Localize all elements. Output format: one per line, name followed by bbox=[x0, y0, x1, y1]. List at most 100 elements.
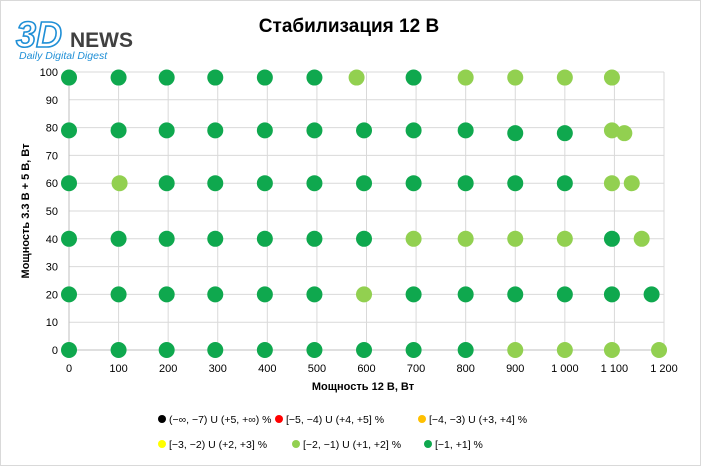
data-point bbox=[603, 69, 620, 86]
x-tick-label: 500 bbox=[308, 363, 326, 375]
data-point bbox=[457, 342, 474, 358]
data-point bbox=[603, 230, 620, 247]
data-point bbox=[256, 69, 273, 86]
data-point bbox=[556, 286, 573, 303]
x-tick-label: 900 bbox=[506, 363, 524, 375]
data-point bbox=[158, 69, 175, 86]
data-point bbox=[643, 286, 660, 303]
data-point bbox=[507, 69, 524, 86]
data-point bbox=[256, 230, 273, 247]
legend-marker bbox=[275, 415, 283, 423]
data-point bbox=[207, 286, 224, 303]
logo-3d: 3D bbox=[16, 14, 62, 55]
y-tick-label: 80 bbox=[46, 123, 58, 135]
data-point bbox=[603, 122, 620, 139]
data-point bbox=[356, 230, 373, 247]
data-point bbox=[256, 122, 273, 139]
data-point bbox=[623, 175, 640, 192]
data-point bbox=[633, 230, 650, 247]
data-point bbox=[651, 342, 668, 358]
data-point bbox=[207, 175, 224, 192]
legend-label: [−5, −4) U (+4, +5] % bbox=[286, 414, 384, 426]
y-tick-label: 70 bbox=[46, 150, 58, 162]
legend-label: [−3, −2) U (+2, +3] % bbox=[169, 439, 267, 451]
data-point bbox=[507, 286, 524, 303]
tick-labels: 0 10 20 30 40 50 60 70 80 90 100 0 100 200 300 400 500 60… bbox=[40, 67, 678, 375]
y-tick-label: 100 bbox=[40, 67, 58, 79]
x-axis-label: Мощность 12 В, Вт bbox=[312, 381, 415, 393]
data-point bbox=[507, 125, 524, 142]
data-point bbox=[158, 175, 175, 192]
data-point bbox=[256, 286, 273, 303]
data-point bbox=[110, 230, 127, 247]
data-point bbox=[158, 342, 175, 358]
data-point bbox=[405, 122, 422, 139]
data-point bbox=[256, 175, 273, 192]
logo-news: NEWS bbox=[70, 29, 133, 52]
data-point bbox=[256, 342, 273, 358]
data-point bbox=[61, 122, 77, 139]
data-point bbox=[556, 125, 573, 142]
data-point bbox=[158, 230, 175, 247]
data-point bbox=[207, 69, 224, 86]
data-point bbox=[61, 69, 77, 86]
data-point bbox=[457, 175, 474, 192]
data-point bbox=[616, 125, 633, 142]
legend-marker bbox=[292, 440, 300, 448]
chart-title: Стабилизация 12 В bbox=[259, 16, 439, 37]
y-tick-label: 50 bbox=[46, 206, 58, 218]
data-point bbox=[61, 230, 77, 247]
data-point bbox=[110, 69, 127, 86]
data-point bbox=[507, 342, 524, 358]
legend: (−∞, −7) U (+5, +∞) % [−5, −4) U (+4, +5]… bbox=[158, 414, 527, 451]
data-point bbox=[556, 342, 573, 358]
grid-layer bbox=[68, 71, 665, 351]
data-points bbox=[61, 69, 668, 358]
data-point bbox=[306, 230, 323, 247]
x-tick-label: 400 bbox=[258, 363, 276, 375]
data-point bbox=[603, 286, 620, 303]
x-tick-label: 600 bbox=[357, 363, 375, 375]
data-point bbox=[603, 175, 620, 192]
legend-marker bbox=[158, 440, 166, 448]
y-tick-label: 0 bbox=[52, 345, 58, 357]
data-point bbox=[61, 175, 77, 192]
legend-label: (−∞, −7) U (+5, +∞) % bbox=[169, 414, 272, 426]
data-point bbox=[405, 342, 422, 358]
data-point bbox=[405, 69, 422, 86]
legend-label: [−1, +1] % bbox=[435, 439, 483, 451]
x-tick-label: 200 bbox=[159, 363, 177, 375]
data-point bbox=[348, 69, 365, 86]
data-point bbox=[405, 175, 422, 192]
data-point bbox=[110, 342, 127, 358]
x-tick-label: 800 bbox=[456, 363, 474, 375]
data-point bbox=[457, 286, 474, 303]
data-point bbox=[207, 342, 224, 358]
data-point bbox=[507, 230, 524, 247]
y-tick-label: 90 bbox=[46, 95, 58, 107]
data-point bbox=[61, 286, 77, 303]
x-tick-label: 1 200 bbox=[650, 363, 678, 375]
y-tick-label: 60 bbox=[46, 178, 58, 190]
logo: 3D NEWS Daily Digital Digest bbox=[15, 13, 133, 62]
data-point bbox=[306, 175, 323, 192]
x-tick-label: 700 bbox=[407, 363, 425, 375]
data-point bbox=[457, 69, 474, 86]
legend-marker bbox=[424, 440, 432, 448]
data-point bbox=[356, 342, 373, 358]
data-point bbox=[405, 286, 422, 303]
legend-label: [−2, −1) U (+1, +2] % bbox=[303, 439, 401, 451]
x-tick-label: 1 000 bbox=[551, 363, 579, 375]
data-point bbox=[111, 175, 128, 192]
data-point bbox=[556, 175, 573, 192]
data-point bbox=[356, 286, 373, 303]
logo-tagline: Daily Digital Digest bbox=[19, 50, 108, 62]
data-point bbox=[405, 230, 422, 247]
data-point bbox=[306, 286, 323, 303]
data-point bbox=[207, 122, 224, 139]
data-point bbox=[507, 175, 524, 192]
data-point bbox=[61, 342, 77, 358]
data-point bbox=[457, 122, 474, 139]
legend-marker bbox=[158, 415, 166, 423]
